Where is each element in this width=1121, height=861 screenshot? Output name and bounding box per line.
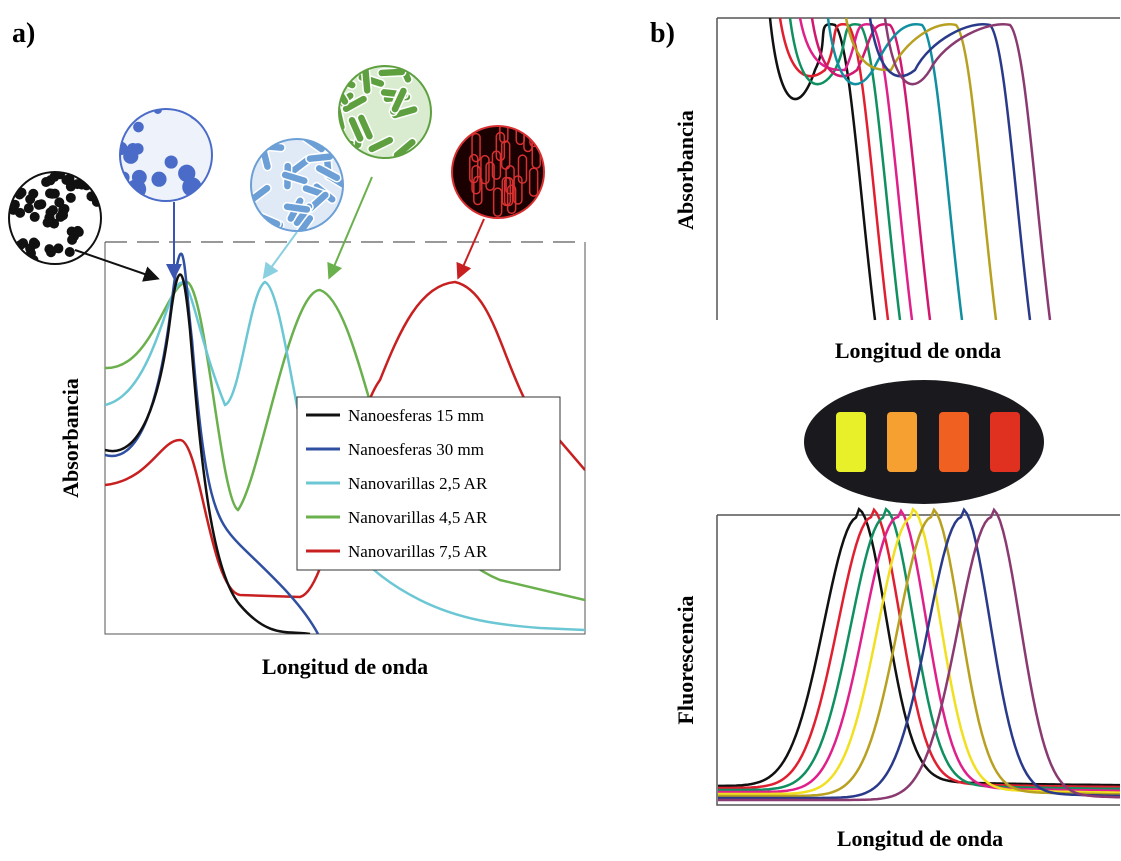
particle: [66, 193, 76, 203]
legend-label: Nanoesferas 30 mm: [348, 440, 484, 459]
particle: [41, 177, 51, 187]
thumbnail: [452, 115, 544, 218]
panel-label: a): [12, 18, 35, 49]
particle: [132, 170, 147, 185]
particle: [34, 200, 44, 210]
arrow: [459, 219, 484, 276]
panel-label: b): [650, 18, 675, 49]
thumbnail: [329, 56, 444, 169]
particle: [48, 205, 58, 215]
particle: [19, 167, 29, 177]
arrow: [265, 232, 297, 276]
particle: [61, 175, 71, 185]
particle: [20, 258, 30, 268]
legend-label: Nanovarillas 2,5 AR: [348, 474, 488, 493]
x-axis-label: Longitud de onda: [262, 654, 428, 679]
particle: [49, 172, 59, 182]
particle: [47, 189, 57, 199]
particle: [11, 248, 21, 258]
y-axis-label: Fluorescencia: [673, 595, 698, 724]
particle: [204, 113, 212, 121]
curves: [718, 509, 1120, 800]
curve: [718, 509, 1120, 790]
particle: [25, 243, 35, 253]
legend-label: Nanoesferas 15 mm: [348, 406, 484, 425]
particle: [189, 106, 203, 120]
particle: [58, 210, 68, 220]
arrow: [75, 250, 156, 278]
legend-label: Nanovarillas 7,5 AR: [348, 542, 488, 561]
particle: [69, 231, 79, 241]
particle: [6, 181, 16, 191]
particle: [25, 194, 35, 204]
particle: [11, 252, 21, 262]
plot-frame: [717, 515, 1120, 805]
curve: [846, 18, 996, 320]
particle: [65, 247, 75, 257]
particle: [53, 243, 63, 253]
particle: [334, 213, 345, 242]
particle: [192, 108, 206, 122]
x-axis-label: Longitud de onda: [837, 826, 1003, 851]
particle: [329, 71, 358, 90]
particle: [20, 170, 30, 180]
particle: [151, 172, 166, 187]
thumbnail: [245, 132, 351, 242]
particle: [12, 169, 22, 179]
thumbnails: [5, 56, 544, 269]
y-axis-label: Absorbancia: [673, 110, 698, 230]
legend-label: Nanovarillas 4,5 AR: [348, 508, 488, 527]
particle: [83, 256, 93, 266]
particle: [30, 212, 40, 222]
vial: [990, 412, 1020, 472]
curves: [770, 18, 1050, 320]
vial: [939, 412, 969, 472]
curve: [105, 254, 318, 634]
curve: [105, 275, 310, 634]
particle: [165, 155, 178, 168]
thumbnail: [5, 167, 102, 268]
particle: [12, 258, 22, 268]
particle: [127, 143, 139, 155]
vial: [887, 412, 917, 472]
x-axis-label: Longitud de onda: [835, 338, 1001, 363]
vial: [836, 412, 866, 472]
thumbnail: [114, 106, 212, 201]
particle: [24, 203, 34, 213]
particle: [133, 122, 144, 133]
figure: a) Nanoesferas 15 mm Nanoesferas 30 mm Nan…: [0, 0, 1121, 861]
y-axis-label: Absorbancia: [58, 378, 83, 498]
